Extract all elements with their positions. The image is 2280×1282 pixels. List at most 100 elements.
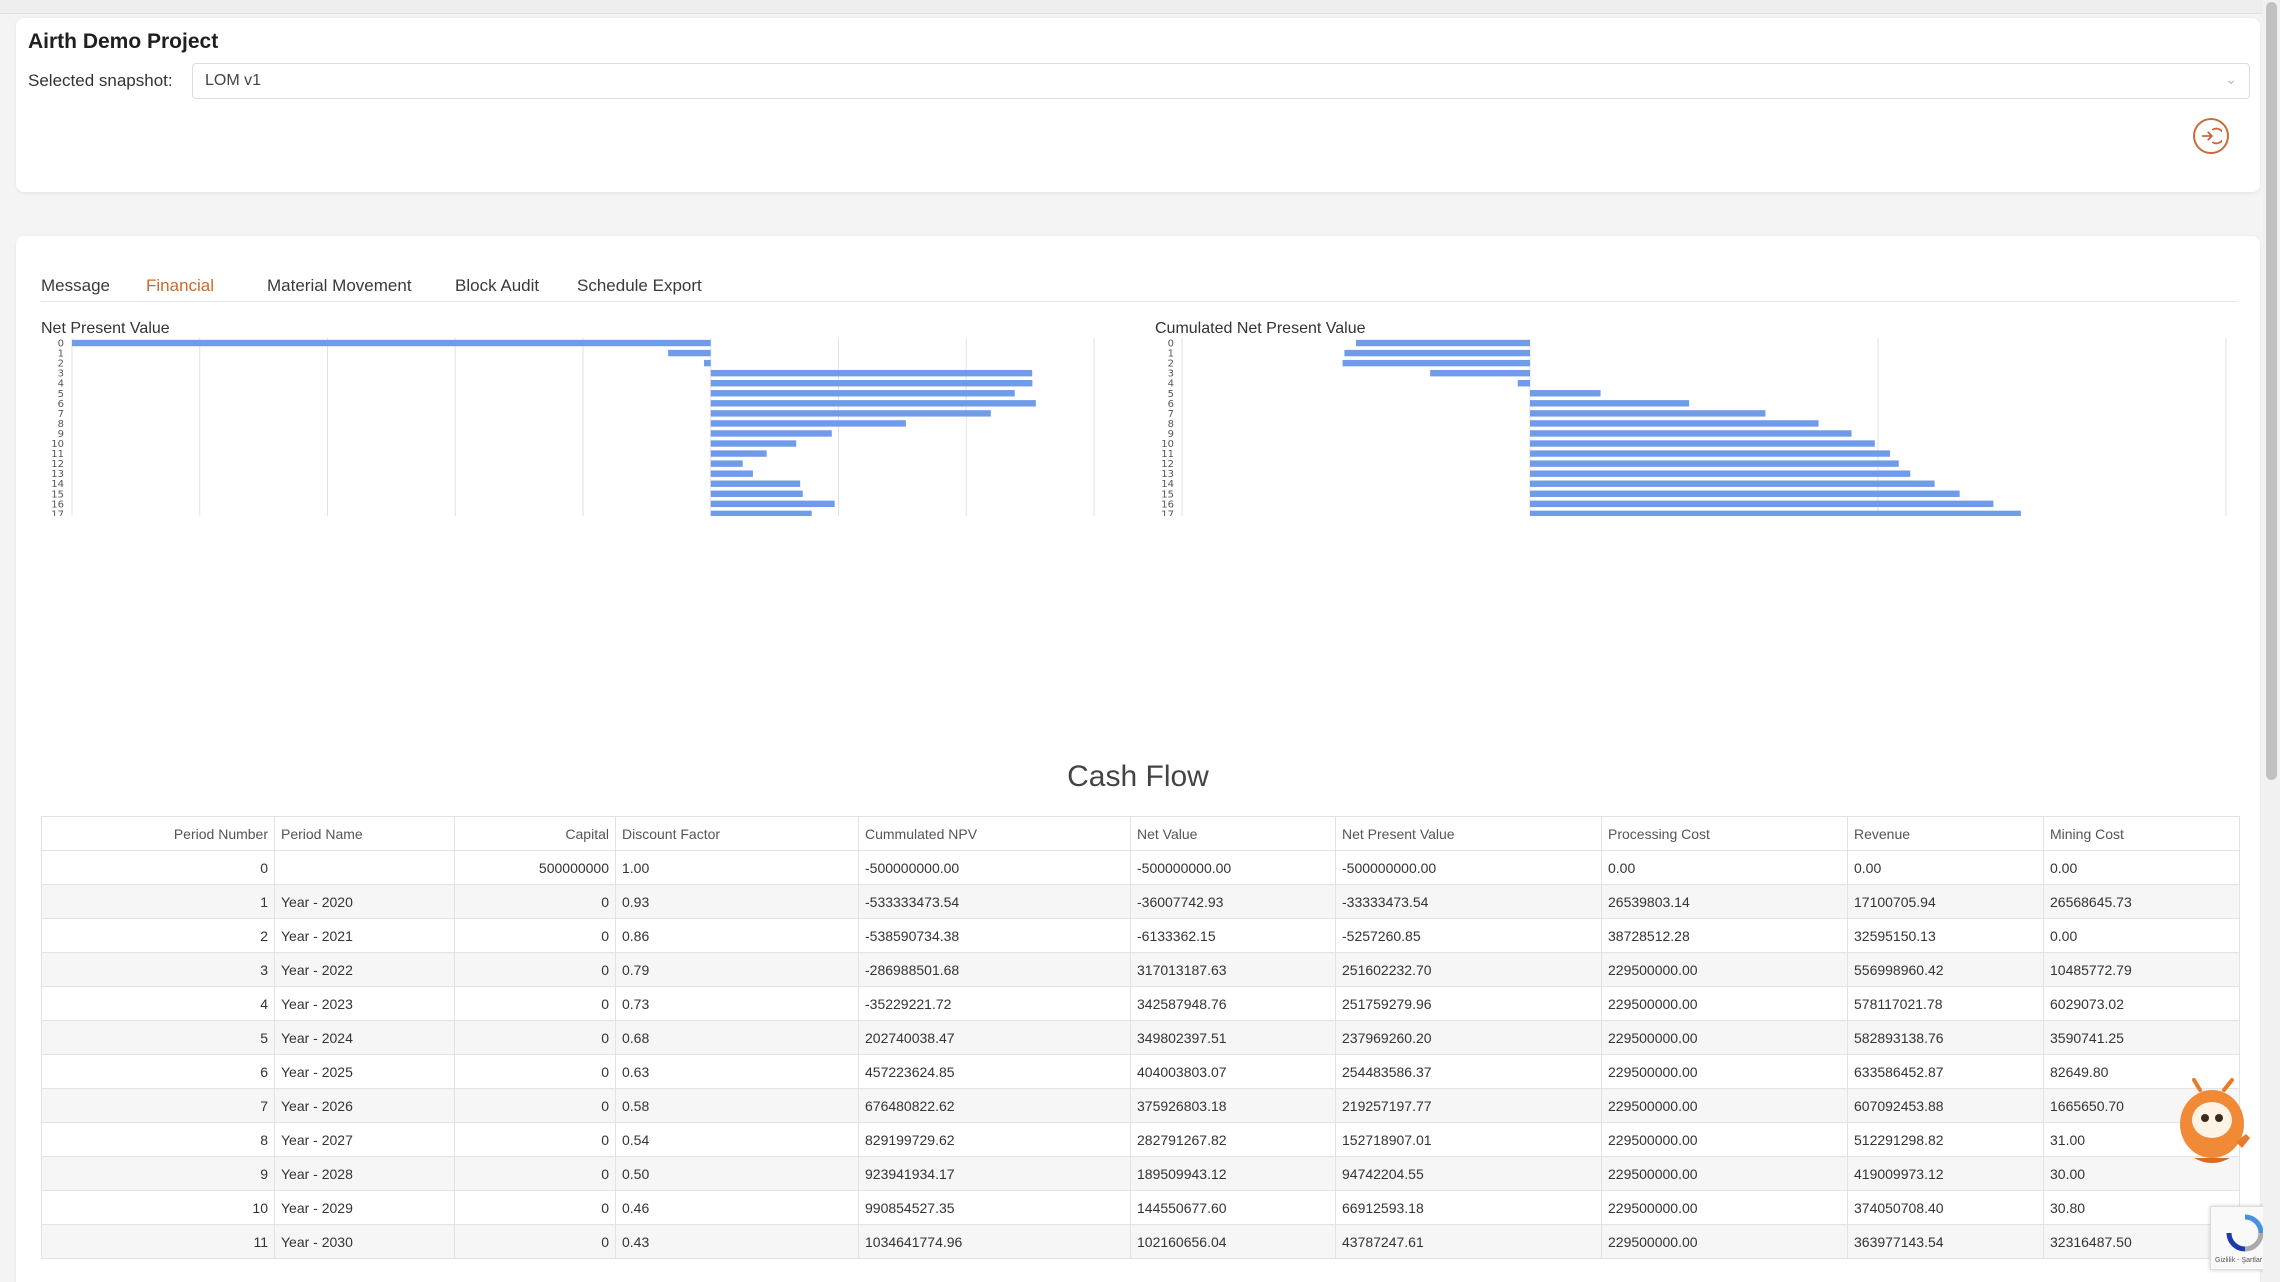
column-header[interactable]: Mining Cost xyxy=(2043,816,2240,851)
table-row: 4 Year - 2023 0 0.73 -35229221.72 342587948.7… xyxy=(41,986,2240,1021)
table-cell: 94742204.55 xyxy=(1335,1156,1602,1191)
bar[interactable] xyxy=(1530,500,1994,508)
bar[interactable] xyxy=(710,470,753,477)
y-tick-label: 14 xyxy=(51,479,64,490)
bar[interactable] xyxy=(704,359,711,367)
bar[interactable] xyxy=(1530,460,1899,467)
table-cell: 26568645.73 xyxy=(2043,884,2240,919)
tab-schedule-export[interactable]: Schedule Export xyxy=(577,276,702,295)
table-cell: 66912593.18 xyxy=(1335,1190,1602,1225)
table-cell: 923941934.17 xyxy=(858,1156,1131,1191)
table-cell: 556998960.42 xyxy=(1847,952,2044,987)
table-cell: Year - 2022 xyxy=(274,952,455,987)
tab-message[interactable]: Message xyxy=(41,276,110,295)
table-cell: 676480822.62 xyxy=(858,1088,1131,1123)
table-cell: 5 xyxy=(41,1020,275,1055)
tab-bar: Message Financial Material Movement Bloc… xyxy=(41,270,2237,302)
bar[interactable] xyxy=(1356,339,1530,347)
bar[interactable] xyxy=(1530,490,1960,497)
table-cell: 229500000.00 xyxy=(1601,1224,1848,1259)
table-cell: 9 xyxy=(41,1156,275,1191)
table-cell: 229500000.00 xyxy=(1601,1020,1848,1055)
bar[interactable] xyxy=(1530,470,1911,477)
column-header[interactable]: Net Present Value xyxy=(1335,816,1602,851)
y-tick-label: 15 xyxy=(1161,489,1174,500)
bar[interactable] xyxy=(1530,440,1875,447)
y-tick-label: 15 xyxy=(51,489,64,500)
bar[interactable] xyxy=(1530,400,1690,407)
bar[interactable] xyxy=(1530,450,1891,457)
table-cell: 0 xyxy=(41,850,275,885)
bar[interactable] xyxy=(1342,359,1530,367)
bar[interactable] xyxy=(710,380,1033,387)
bar[interactable] xyxy=(710,369,1033,377)
bar[interactable] xyxy=(1430,369,1530,377)
bar[interactable] xyxy=(1530,510,2021,516)
table-cell: 342587948.76 xyxy=(1130,986,1336,1021)
table-row: 6 Year - 2025 0 0.63 457223624.85 404003803.0… xyxy=(41,1054,2240,1089)
bar[interactable] xyxy=(1517,380,1530,387)
snapshot-select[interactable]: LOM v1 ⌄ xyxy=(192,63,2250,99)
tab-material-movement[interactable]: Material Movement xyxy=(267,276,412,295)
tab-financial[interactable]: Financial xyxy=(146,276,215,295)
y-tick-label: 12 xyxy=(1161,459,1174,470)
y-tick-label: 2 xyxy=(58,359,64,370)
bar[interactable] xyxy=(1530,430,1852,437)
table-cell: 2 xyxy=(41,918,275,953)
column-header[interactable]: Cummulated NPV xyxy=(858,816,1131,851)
chatbot-robot-button[interactable] xyxy=(2166,1076,2258,1172)
cashflow-title: Cash Flow xyxy=(1067,760,1209,793)
project-header-card: Airth Demo Project Selected snapshot: LO… xyxy=(16,18,2260,192)
bar[interactable] xyxy=(710,430,832,437)
bar[interactable] xyxy=(668,349,711,357)
bar[interactable] xyxy=(710,410,991,417)
project-title: Airth Demo Project xyxy=(28,30,219,53)
bar[interactable] xyxy=(72,339,711,347)
column-header[interactable]: Period Number xyxy=(41,816,275,851)
column-header[interactable]: Discount Factor xyxy=(615,816,859,851)
bar[interactable] xyxy=(1530,480,1935,487)
y-tick-label: 5 xyxy=(58,389,64,400)
bar[interactable] xyxy=(1530,420,1819,427)
bar[interactable] xyxy=(710,420,906,427)
bar[interactable] xyxy=(1530,390,1601,397)
bar[interactable] xyxy=(710,490,803,497)
table-cell: 607092453.88 xyxy=(1847,1088,2044,1123)
y-tick-label: 16 xyxy=(51,499,64,510)
bar[interactable] xyxy=(710,480,801,487)
column-header[interactable]: Revenue xyxy=(1847,816,2044,851)
bar[interactable] xyxy=(710,460,743,467)
table-cell: Year - 2027 xyxy=(274,1122,455,1157)
logout-button[interactable] xyxy=(2193,118,2229,154)
bar[interactable] xyxy=(710,400,1036,407)
table-cell: 1 xyxy=(41,884,275,919)
table-cell: 11 xyxy=(41,1224,275,1259)
column-header[interactable]: Capital xyxy=(454,816,616,851)
table-cell: 0.00 xyxy=(1847,850,2044,885)
table-cell: 0.86 xyxy=(615,918,859,953)
page-scrollbar[interactable] xyxy=(2263,0,2280,1282)
cashflow-table: Period Number Period Name Capital Discount … xyxy=(41,816,2240,1259)
table-cell: 6 xyxy=(41,1054,275,1089)
column-header[interactable]: Net Value xyxy=(1130,816,1336,851)
bar[interactable] xyxy=(1530,410,1766,417)
bar[interactable] xyxy=(1344,349,1530,357)
table-cell: Year - 2025 xyxy=(274,1054,455,1089)
scrollbar-thumb[interactable] xyxy=(2266,2,2277,780)
bar[interactable] xyxy=(710,440,797,447)
tab-block-audit[interactable]: Block Audit xyxy=(455,276,540,295)
bar[interactable] xyxy=(710,450,767,457)
column-header[interactable]: Processing Cost xyxy=(1601,816,1848,851)
table-cell: 0 xyxy=(454,1020,616,1055)
bar[interactable] xyxy=(710,510,812,516)
table-cell: 419009973.12 xyxy=(1847,1156,2044,1191)
bar[interactable] xyxy=(710,500,835,508)
table-cell: 0.00 xyxy=(1601,850,1848,885)
chevron-down-icon: ⌄ xyxy=(2225,71,2237,87)
table-cell: 254483586.37 xyxy=(1335,1054,1602,1089)
bar[interactable] xyxy=(710,390,1015,397)
column-header[interactable]: Period Name xyxy=(274,816,455,851)
table-cell: 0 xyxy=(454,986,616,1021)
table-cell: 102160656.04 xyxy=(1130,1224,1336,1259)
table-cell: Year - 2026 xyxy=(274,1088,455,1123)
